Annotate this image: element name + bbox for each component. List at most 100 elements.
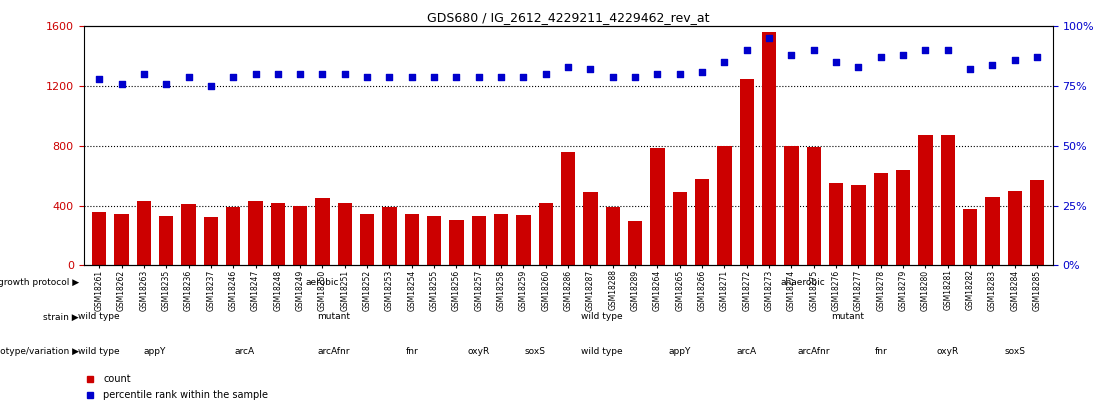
Point <box>737 47 755 53</box>
Text: growth protocol ▶: growth protocol ▶ <box>0 278 79 287</box>
Text: fnr: fnr <box>405 347 418 356</box>
Point <box>537 71 555 77</box>
Bar <box>807 147 821 265</box>
Point <box>113 81 130 87</box>
Point <box>157 81 175 87</box>
Text: wild type: wild type <box>78 347 120 356</box>
Bar <box>115 215 129 265</box>
Point <box>381 73 399 80</box>
Point <box>895 52 912 58</box>
Point <box>90 76 108 82</box>
Bar <box>449 220 463 265</box>
Bar <box>382 207 397 265</box>
Point <box>626 73 644 80</box>
Point <box>515 73 532 80</box>
Text: arcA: arcA <box>234 347 254 356</box>
Bar <box>248 201 263 265</box>
Bar <box>962 209 977 265</box>
Bar <box>985 196 999 265</box>
Point <box>202 83 219 90</box>
Point <box>268 71 286 77</box>
Text: soxS: soxS <box>525 347 545 356</box>
Bar <box>717 146 732 265</box>
Point <box>582 66 599 72</box>
Point <box>179 73 197 80</box>
Point <box>426 73 443 80</box>
Text: wild type: wild type <box>580 347 623 356</box>
Point <box>246 71 264 77</box>
Bar <box>1029 180 1044 265</box>
Bar <box>360 215 374 265</box>
Bar <box>695 179 710 265</box>
Bar <box>427 216 441 265</box>
Bar <box>896 170 910 265</box>
Bar <box>584 192 598 265</box>
Title: GDS680 / IG_2612_4229211_4229462_rev_at: GDS680 / IG_2612_4229211_4229462_rev_at <box>427 11 710 24</box>
Bar <box>762 32 776 265</box>
Point <box>850 64 868 70</box>
Text: anaerobic: anaerobic <box>780 278 825 287</box>
Point <box>470 73 488 80</box>
Point <box>984 61 1001 68</box>
Text: fnr: fnr <box>874 347 887 356</box>
Bar <box>606 207 620 265</box>
Bar <box>918 135 932 265</box>
Point <box>693 68 711 75</box>
Text: arcA: arcA <box>736 347 756 356</box>
Bar <box>851 185 866 265</box>
Bar <box>516 215 530 265</box>
Point <box>805 47 823 53</box>
Point <box>492 73 510 80</box>
Point <box>872 54 890 61</box>
Text: wild type: wild type <box>78 312 120 322</box>
Bar <box>338 203 352 265</box>
Text: soxS: soxS <box>1004 347 1025 356</box>
Point <box>336 71 354 77</box>
Point <box>917 47 935 53</box>
Bar <box>204 217 218 265</box>
Bar <box>873 173 888 265</box>
Bar <box>159 216 174 265</box>
Point <box>604 73 622 80</box>
Bar <box>940 135 955 265</box>
Point <box>760 35 778 41</box>
Bar <box>560 152 576 265</box>
Text: wild type: wild type <box>580 312 623 322</box>
Bar <box>92 212 107 265</box>
Bar <box>404 214 419 265</box>
Text: oxyR: oxyR <box>468 347 490 356</box>
Point <box>291 71 309 77</box>
Text: strain ▶: strain ▶ <box>43 312 79 322</box>
Point <box>671 71 688 77</box>
Bar <box>1007 191 1022 265</box>
Text: arcAfnr: arcAfnr <box>317 347 350 356</box>
Bar <box>829 183 843 265</box>
Point <box>648 71 666 77</box>
Text: count: count <box>102 374 130 384</box>
Bar <box>784 146 799 265</box>
Bar <box>651 148 665 265</box>
Point <box>359 73 377 80</box>
Point <box>448 73 466 80</box>
Text: mutant: mutant <box>317 312 350 322</box>
Bar <box>494 214 508 265</box>
Bar <box>226 207 241 265</box>
Bar <box>471 216 486 265</box>
Point <box>1028 54 1046 61</box>
Point <box>828 59 846 66</box>
Point <box>313 71 331 77</box>
Text: aerobic: aerobic <box>305 278 340 287</box>
Bar <box>628 221 643 265</box>
Bar <box>315 198 330 265</box>
Text: genotype/variation ▶: genotype/variation ▶ <box>0 347 79 356</box>
Text: arcAfnr: arcAfnr <box>798 347 830 356</box>
Text: oxyR: oxyR <box>937 347 959 356</box>
Bar <box>182 204 196 265</box>
Point <box>403 73 421 80</box>
Bar <box>673 192 687 265</box>
Bar <box>271 203 285 265</box>
Point <box>939 47 957 53</box>
Bar <box>137 201 152 265</box>
Text: mutant: mutant <box>831 312 863 322</box>
Point <box>782 52 800 58</box>
